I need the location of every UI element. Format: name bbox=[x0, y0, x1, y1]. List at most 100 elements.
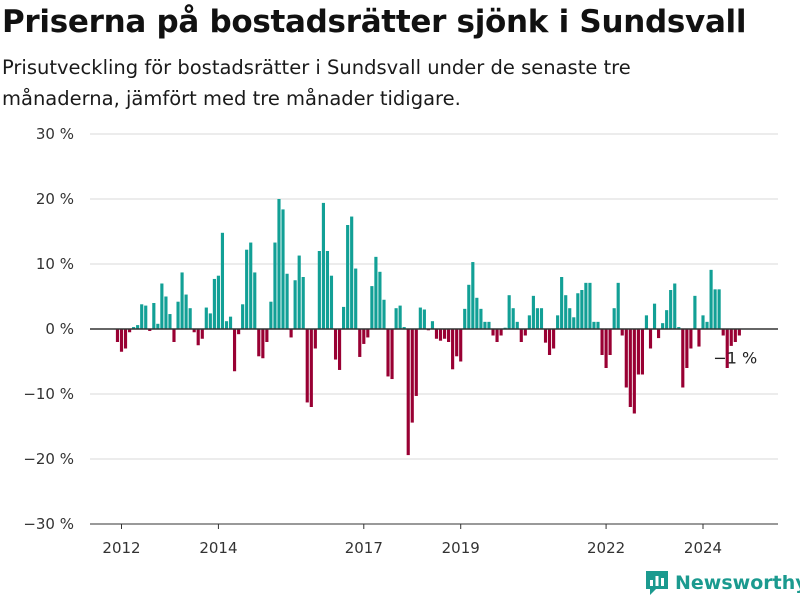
bar bbox=[216, 275, 220, 329]
bar bbox=[652, 303, 657, 329]
bar bbox=[644, 315, 649, 329]
bar bbox=[438, 329, 443, 341]
y-axis-ticks: 30 % 20 % 10 % 0 % −10 % −20 % −30 % bbox=[23, 125, 74, 533]
bar bbox=[228, 316, 233, 329]
bar bbox=[269, 301, 273, 329]
bar bbox=[689, 329, 693, 349]
bar bbox=[245, 249, 249, 329]
bar bbox=[136, 325, 140, 329]
bar bbox=[232, 329, 237, 372]
bar bbox=[475, 297, 479, 329]
bar bbox=[669, 290, 673, 329]
bar bbox=[491, 329, 495, 336]
y-tick-label: 10 % bbox=[36, 255, 74, 273]
bar bbox=[547, 329, 552, 355]
bar bbox=[374, 256, 378, 329]
bar bbox=[600, 329, 604, 355]
bar bbox=[212, 278, 216, 329]
bar bbox=[184, 294, 188, 329]
chart-subtitle: Prisutveckling för bostadsrätter i Sunds… bbox=[2, 56, 631, 110]
bar bbox=[608, 329, 612, 355]
bar bbox=[701, 315, 705, 329]
bar bbox=[333, 329, 338, 360]
bar bbox=[434, 329, 439, 339]
bar bbox=[224, 321, 229, 329]
bar bbox=[531, 295, 535, 329]
x-tick-label: 2017 bbox=[345, 539, 383, 557]
bar bbox=[628, 329, 632, 407]
bar bbox=[176, 301, 180, 329]
bar bbox=[552, 329, 556, 349]
bar bbox=[717, 289, 721, 329]
bar bbox=[241, 304, 245, 329]
bar bbox=[386, 329, 390, 377]
bar bbox=[640, 329, 644, 375]
bar bbox=[576, 293, 580, 329]
bar bbox=[451, 329, 455, 370]
bar bbox=[604, 329, 608, 368]
bar bbox=[180, 272, 184, 329]
bar bbox=[204, 307, 208, 329]
bar bbox=[564, 295, 568, 329]
bar bbox=[612, 308, 616, 329]
bar bbox=[648, 329, 653, 349]
bar bbox=[511, 308, 515, 329]
bar bbox=[249, 242, 253, 329]
bar bbox=[321, 202, 325, 329]
bar bbox=[709, 269, 713, 329]
bar bbox=[237, 329, 241, 335]
bar bbox=[414, 329, 418, 396]
bar bbox=[693, 295, 697, 329]
bar bbox=[483, 321, 487, 329]
bar bbox=[495, 329, 499, 342]
y-tick-label: 0 % bbox=[45, 320, 74, 338]
bar bbox=[394, 308, 398, 329]
bar bbox=[681, 329, 685, 388]
chart-title: Priserna på bostadsrätter sjönk i Sundsv… bbox=[2, 4, 747, 40]
bar bbox=[447, 329, 451, 342]
bar bbox=[160, 283, 164, 329]
newsworthy-logo-icon bbox=[646, 571, 668, 595]
bar bbox=[632, 329, 636, 414]
bar bbox=[596, 321, 600, 329]
x-tick-label: 2019 bbox=[442, 539, 480, 557]
bar bbox=[293, 280, 297, 329]
bar bbox=[354, 268, 358, 329]
bar bbox=[443, 329, 447, 339]
bar bbox=[188, 308, 192, 329]
bar bbox=[261, 329, 265, 359]
bar bbox=[705, 321, 709, 329]
bar bbox=[253, 272, 257, 329]
bar bbox=[309, 329, 313, 407]
bars bbox=[115, 199, 741, 456]
bar bbox=[265, 329, 269, 342]
bar bbox=[325, 251, 330, 329]
bar bbox=[499, 329, 503, 336]
bar bbox=[733, 329, 737, 342]
y-tick-label: 20 % bbox=[36, 190, 74, 208]
bar bbox=[297, 255, 301, 329]
bar bbox=[148, 329, 152, 331]
bar bbox=[673, 283, 677, 329]
bar bbox=[713, 289, 717, 329]
bar bbox=[172, 329, 176, 342]
annotation: −1 % bbox=[713, 349, 757, 368]
bar bbox=[580, 290, 584, 329]
bar bbox=[281, 209, 285, 329]
bar bbox=[305, 329, 309, 403]
latest-value-label: −1 % bbox=[713, 349, 757, 368]
x-tick-label: 2014 bbox=[199, 539, 237, 557]
bar bbox=[196, 329, 200, 346]
bar bbox=[220, 232, 225, 329]
bar bbox=[523, 329, 527, 336]
bar bbox=[317, 251, 321, 329]
bar bbox=[156, 323, 160, 329]
bar bbox=[164, 296, 168, 329]
bar bbox=[301, 277, 305, 329]
bar bbox=[406, 329, 410, 456]
bar bbox=[560, 277, 564, 329]
bar bbox=[507, 295, 511, 329]
bar bbox=[370, 286, 374, 329]
bar bbox=[168, 314, 172, 329]
brand-logo: Newsworthy bbox=[644, 569, 800, 597]
